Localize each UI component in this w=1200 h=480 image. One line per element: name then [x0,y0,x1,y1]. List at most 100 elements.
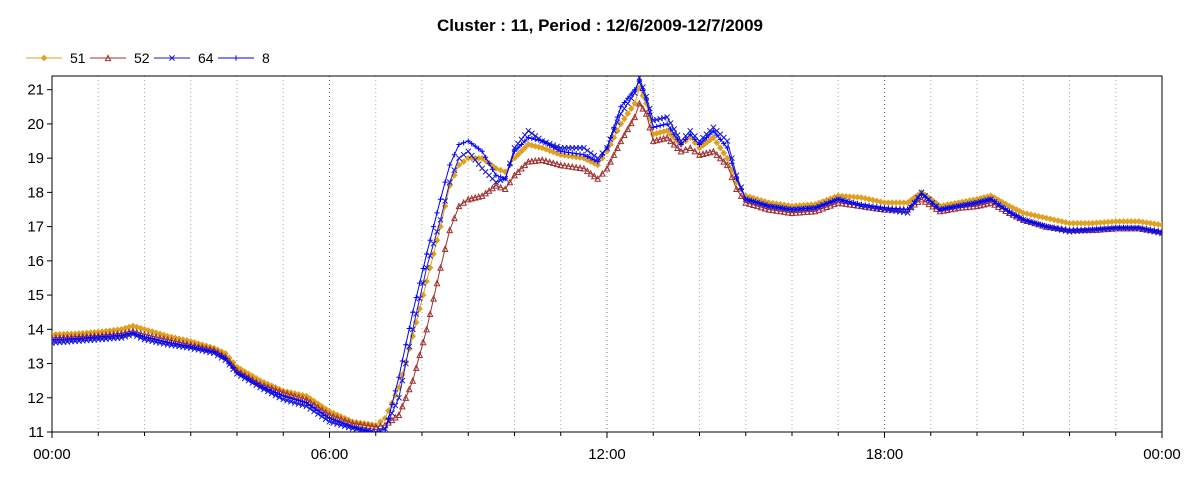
data-point [156,330,164,338]
data-point [858,201,864,207]
data-point [392,388,399,394]
data-point [456,155,462,162]
data-point [766,203,772,209]
data-point [451,167,458,174]
data-point [1046,215,1054,223]
data-point [625,95,631,101]
data-point [621,99,627,106]
data-point [379,430,381,432]
data-point [647,111,653,117]
data-point [104,54,112,62]
legend-item-64: 64 [154,50,214,66]
data-point [542,157,550,164]
data-point [539,138,545,144]
data-point [350,424,356,430]
data-point [446,226,454,234]
data-point [959,202,965,208]
grid [97,76,1117,432]
data-point [632,87,638,93]
data-point [288,398,294,405]
data-point [498,174,504,180]
data-point [650,124,656,130]
data-point [657,115,664,122]
data-point [636,76,643,81]
data-point [522,138,528,144]
data-point [660,114,667,121]
data-point [671,131,677,137]
x-tick-label: 00:00 [1143,446,1181,463]
data-point [249,378,256,384]
data-point [948,204,954,211]
data-point [988,196,994,202]
data-point [506,178,514,186]
data-point [941,206,947,212]
x-tick-label: 06:00 [311,446,349,463]
data-point [780,208,788,215]
data-point [460,151,467,158]
y-tick-label: 19 [27,150,44,167]
data-point [149,336,155,342]
data-point [346,422,352,429]
data-point [674,144,681,151]
y-tick-label: 20 [27,116,44,133]
data-point [588,155,594,161]
data-point [364,422,372,429]
data-point [479,148,485,154]
data-point [922,194,928,200]
data-point [441,245,449,252]
data-point [226,360,232,366]
data-point [631,113,639,121]
data-point [460,198,468,206]
data-point [529,135,535,142]
data-point [472,156,479,163]
data-point [514,151,522,159]
data-point [792,208,800,216]
data-point [141,334,148,340]
data-point [627,105,635,112]
data-point [528,157,536,165]
y-tick-label: 16 [27,253,44,270]
data-point [1151,227,1157,233]
data-point [667,137,675,145]
data-point [402,360,409,367]
data-point [677,147,685,155]
y-tick-label: 18 [27,184,44,201]
data-point [280,396,287,403]
series-group [52,76,1162,432]
data-point [207,348,213,354]
data-point [1028,219,1034,225]
data-point [307,402,313,409]
data-point [729,160,735,166]
data-point [667,120,674,127]
data-point [419,338,427,346]
data-point [784,208,792,216]
x-tick-label: 00:00 [33,446,71,463]
data-point [299,402,306,409]
data-point [399,377,406,384]
data-point [743,196,749,202]
data-point [460,158,467,165]
data-point [607,135,614,141]
data-point [430,294,437,302]
data-point [683,136,689,142]
data-point [598,169,606,177]
y-tick-label: 14 [27,321,44,338]
y-tick-label: 12 [27,390,44,407]
data-point [1032,220,1038,226]
data-point [1158,221,1162,229]
data-point [831,198,837,204]
data-point [667,130,674,138]
data-point [365,428,371,432]
data-point [724,145,730,151]
data-point [714,132,720,138]
data-point [437,263,444,271]
data-point [180,342,186,348]
data-point [908,203,914,209]
data-point [664,114,671,121]
data-point [777,207,784,215]
data-point [583,167,591,175]
data-point [118,332,124,338]
data-point [617,120,625,128]
data-point [603,164,611,172]
